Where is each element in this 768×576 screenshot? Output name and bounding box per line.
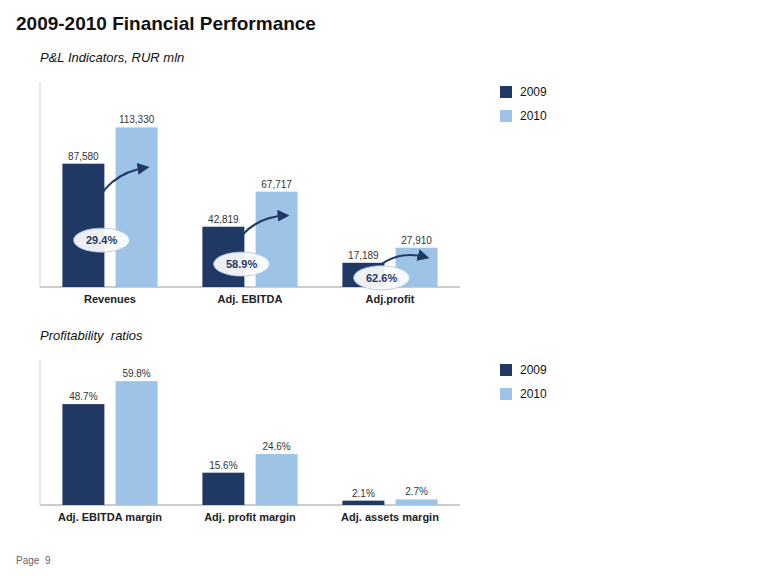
legend-label: 2009 — [520, 363, 547, 377]
legend-swatch — [500, 86, 512, 98]
chart-root: 2009-2010 Financial Performance P&L Indic… — [0, 0, 768, 576]
data-label: 27,910 — [401, 235, 432, 246]
bar — [342, 501, 384, 505]
data-label: 59.8% — [122, 368, 150, 379]
bar — [116, 127, 158, 287]
annotation: 58.9% — [226, 258, 257, 270]
subtitle: Profitability ratios — [40, 328, 143, 343]
annotation-arrow — [92, 167, 147, 213]
y-axis-line — [40, 360, 41, 505]
category-label: Adj.profit — [366, 293, 415, 305]
title: 2009-2010 Financial Performance — [16, 13, 316, 34]
legend-swatch — [500, 388, 512, 400]
category-label: Adj. assets margin — [341, 511, 439, 523]
page-label: Page 9 — [16, 555, 51, 566]
annotation-ellipse — [74, 228, 130, 252]
legend-swatch — [500, 110, 512, 122]
category-label: Adj. EBITDA margin — [58, 511, 162, 523]
category-label: Revenues — [84, 293, 136, 305]
data-label: 48.7% — [69, 391, 97, 402]
data-label: 67,717 — [261, 179, 292, 190]
annotation-ellipse — [354, 266, 410, 290]
annotation: 29.4% — [86, 234, 117, 246]
data-label: 17,189 — [348, 250, 379, 261]
subtitle: P&L Indicators, RUR mln — [40, 50, 184, 65]
bar — [396, 499, 438, 505]
bar — [116, 381, 158, 505]
legend-label: 2010 — [520, 387, 547, 401]
data-label: 15.6% — [209, 460, 237, 471]
data-label: 87,580 — [68, 151, 99, 162]
bar — [62, 164, 104, 287]
legend-label: 2010 — [520, 109, 547, 123]
legend-swatch — [500, 364, 512, 376]
legend-label: 2009 — [520, 85, 547, 99]
category-label: Adj. EBITDA — [218, 293, 283, 305]
data-label: 2.1% — [352, 488, 375, 499]
data-label: 113,330 — [119, 114, 155, 125]
bar — [202, 473, 244, 505]
bars — [62, 381, 437, 505]
bar — [256, 454, 298, 505]
annotation-ellipse — [214, 252, 270, 276]
data-label: 24.6% — [262, 441, 290, 452]
y-axis-line — [40, 82, 41, 287]
data-label: 2.7% — [405, 486, 428, 497]
annotation: 62.6% — [366, 272, 397, 284]
bar — [62, 404, 104, 505]
data-label: 42,819 — [208, 214, 239, 225]
bars — [62, 127, 437, 287]
annotation-arrow — [232, 215, 287, 250]
category-label: Adj. profit margin — [204, 511, 296, 523]
